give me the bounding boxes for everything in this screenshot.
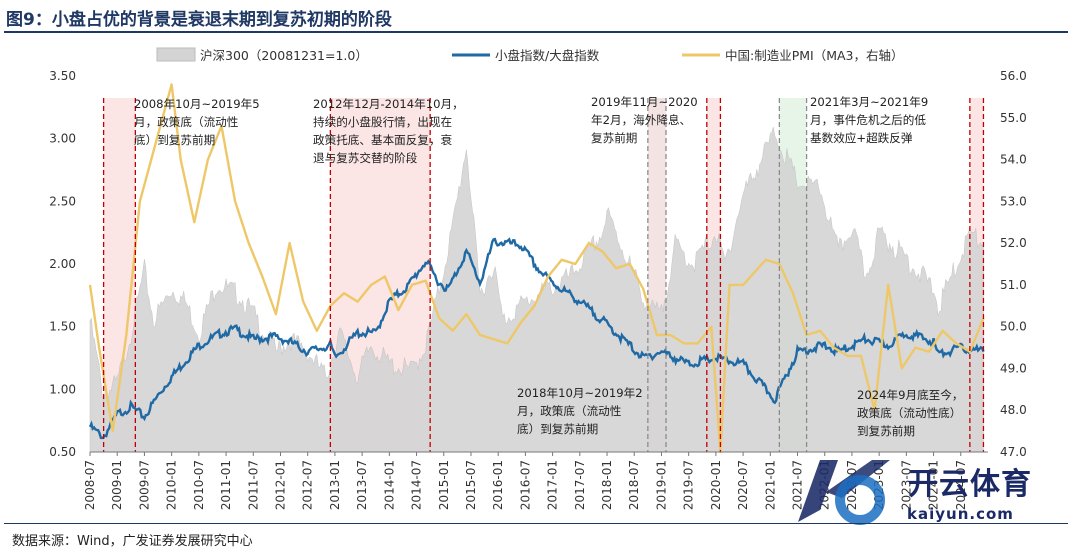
watermark-k-icon bbox=[798, 460, 890, 525]
period-label-2-0: 2018年10月~2019年2 bbox=[517, 386, 643, 400]
x-tick-11: 2014-01 bbox=[382, 460, 396, 510]
period-label-1-2: 政策托底、基本面反复，衰 bbox=[313, 133, 453, 147]
period-label-4-0: 2021年3月~2021年9 bbox=[810, 95, 928, 109]
x-tick-19: 2018-01 bbox=[600, 460, 614, 510]
period-label-2-2: 底）到复苏前期 bbox=[517, 422, 598, 436]
small-large-ratio-line bbox=[88, 237, 985, 440]
period-dividers bbox=[102, 98, 985, 452]
y-right-tick-1: 48.0 bbox=[1000, 403, 1027, 417]
period-label-3-1: 年2月，海外降息、 bbox=[591, 113, 691, 127]
watermark-url: kaiyun.com bbox=[907, 505, 1014, 523]
y-left-tick-2: 1.50 bbox=[49, 320, 76, 334]
axes-layer: 0.50 1.00 1.50 2.00 2.50 3.00 3.50 47.0 48.0 49.0… bbox=[49, 69, 1026, 510]
series-lines-layer bbox=[88, 83, 985, 454]
period-label-5-1: 政策底（流动性底） bbox=[857, 406, 961, 420]
x-tick-30: 2023-07 bbox=[899, 460, 913, 510]
x-tick-22: 2019-07 bbox=[682, 460, 696, 510]
x-tick-1: 2009-01 bbox=[110, 460, 124, 510]
period-annotations: 2008年10月~2019年5月，政策底（流动性底）到复苏前期2012年12月-… bbox=[134, 95, 963, 438]
watermark-word: 开云体育 bbox=[908, 467, 1032, 502]
y-right-tick-3: 50.0 bbox=[1000, 320, 1027, 334]
y-right-tick-9: 56.0 bbox=[1000, 69, 1027, 83]
period-label-3-0: 2019年11月~2020 bbox=[591, 95, 698, 109]
hs300-area-layer bbox=[89, 126, 984, 453]
x-tick-25: 2021-01 bbox=[763, 460, 777, 510]
period-label-1-0: 2012年12月-2014年10月， bbox=[313, 97, 464, 111]
period-label-0-0: 2008年10月~2019年5 bbox=[134, 97, 260, 111]
period-label-0-2: 底）到复苏前期 bbox=[134, 133, 215, 147]
hs300-area bbox=[89, 126, 984, 453]
period-label-5-0: 2024年9月底至今， bbox=[857, 388, 963, 402]
chart-title: 图9：小盘占优的背景是衰退末期到复苏初期的阶段 bbox=[6, 10, 392, 30]
period-label-5-2: 到复苏前期 bbox=[857, 424, 915, 438]
legend-swatch-hs300 bbox=[156, 47, 196, 62]
title-rule bbox=[4, 31, 1068, 33]
period-label-4-1: 月，事件危机之后的低 bbox=[810, 113, 926, 127]
x-tick-18: 2017-07 bbox=[573, 460, 587, 510]
legend-label-0: 沪深300（20081231=1.0） bbox=[200, 48, 368, 63]
data-source: 数据来源：Wind，广发证券发展研究中心 bbox=[12, 534, 253, 549]
x-tick-23: 2020-01 bbox=[709, 460, 723, 510]
x-tick-3: 2010-01 bbox=[165, 460, 179, 510]
footer-rule bbox=[4, 523, 1068, 524]
pmi-line bbox=[88, 83, 985, 454]
y-left-tick-1: 1.00 bbox=[49, 382, 76, 396]
x-tick-20: 2018-07 bbox=[627, 460, 641, 510]
x-tick-10: 2013-07 bbox=[355, 460, 369, 510]
legend: 沪深300（20081231=1.0） 小盘指数/大盘指数 中国:制造业PMI（MA… bbox=[156, 47, 904, 63]
watermark-logo bbox=[790, 452, 1066, 532]
x-tick-2: 2009-07 bbox=[137, 460, 151, 510]
x-tick-16: 2016-07 bbox=[518, 460, 532, 510]
x-tick-15: 2016-01 bbox=[491, 460, 505, 510]
y-left-tick-3: 2.00 bbox=[49, 257, 76, 271]
legend-label-2: 中国:制造业PMI（MA3，右轴） bbox=[725, 48, 904, 63]
x-tick-5: 2011-01 bbox=[219, 460, 233, 510]
legend-label-1: 小盘指数/大盘指数 bbox=[495, 48, 600, 63]
period-label-3-2: 复苏前期 bbox=[591, 131, 637, 145]
x-tick-8: 2012-07 bbox=[301, 460, 315, 510]
y-right-tick-0: 47.0 bbox=[1000, 445, 1027, 459]
x-tick-17: 2017-01 bbox=[546, 460, 560, 510]
x-tick-0: 2008-07 bbox=[83, 460, 97, 510]
x-tick-26: 2021-07 bbox=[791, 460, 805, 510]
x-tick-7: 2012-01 bbox=[273, 460, 287, 510]
y-right-tick-7: 54.0 bbox=[1000, 153, 1027, 167]
x-tick-13: 2015-01 bbox=[437, 460, 451, 510]
y-right-tick-2: 49.0 bbox=[1000, 361, 1027, 375]
y-left-tick-0: 0.50 bbox=[49, 445, 76, 459]
y-right-tick-4: 51.0 bbox=[1000, 278, 1027, 292]
x-tick-6: 2011-07 bbox=[246, 460, 260, 510]
y-left-tick-6: 3.50 bbox=[49, 69, 76, 83]
x-tick-32: 2024-07 bbox=[954, 460, 968, 510]
x-tick-14: 2015-07 bbox=[464, 460, 478, 510]
period-label-0-1: 月，政策底（流动性 bbox=[134, 115, 238, 129]
y-right-tick-8: 55.0 bbox=[1000, 111, 1027, 125]
y-left-tick-4: 2.50 bbox=[49, 194, 76, 208]
x-tick-21: 2019-01 bbox=[654, 460, 668, 510]
y-right-tick-6: 53.0 bbox=[1000, 194, 1027, 208]
x-tick-9: 2013-01 bbox=[328, 460, 342, 510]
x-tick-4: 2010-07 bbox=[192, 460, 206, 510]
x-tick-12: 2014-07 bbox=[410, 460, 424, 510]
x-tick-24: 2020-07 bbox=[736, 460, 750, 510]
y-left-tick-5: 3.00 bbox=[49, 132, 76, 146]
period-label-1-3: 退与复苏交替的阶段 bbox=[313, 151, 418, 165]
period-label-2-1: 月，政策底（流动性 bbox=[517, 404, 621, 418]
period-label-1-1: 持续的小盘股行情，出现在 bbox=[313, 115, 452, 129]
period-label-4-2: 基数效应+超跌反弹 bbox=[810, 131, 913, 145]
x-tick-31: 2024-01 bbox=[927, 460, 941, 510]
y-right-tick-5: 52.0 bbox=[1000, 236, 1027, 250]
